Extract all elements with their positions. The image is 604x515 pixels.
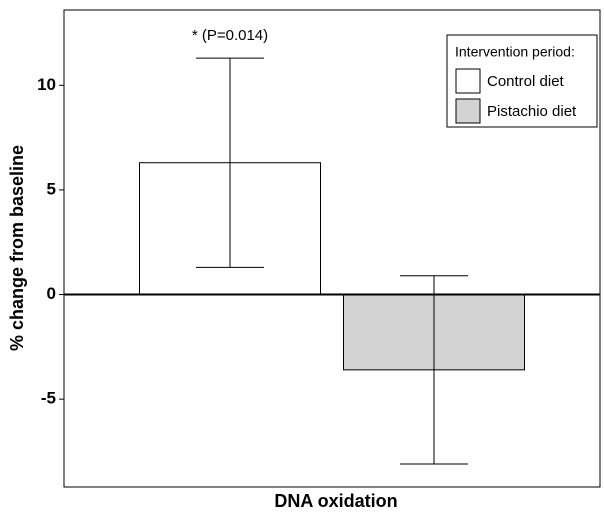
annotation: * (P=0.014) bbox=[192, 27, 268, 44]
legend-label: Control diet bbox=[487, 73, 565, 90]
legend-label: Pistachio diet bbox=[487, 103, 577, 120]
y-tick-label: -5 bbox=[41, 389, 56, 408]
legend-title: Intervention period: bbox=[455, 44, 575, 60]
y-tick-label: 0 bbox=[47, 284, 56, 303]
legend-swatch bbox=[455, 68, 481, 94]
plot-frame bbox=[63, 9, 601, 488]
x-axis-label: DNA oxidation bbox=[274, 491, 397, 511]
y-axis-label: % change from baseline bbox=[7, 145, 27, 351]
y-tick-label: 5 bbox=[47, 179, 56, 198]
y-tick-label: 10 bbox=[37, 75, 56, 94]
legend-swatch bbox=[455, 98, 481, 124]
